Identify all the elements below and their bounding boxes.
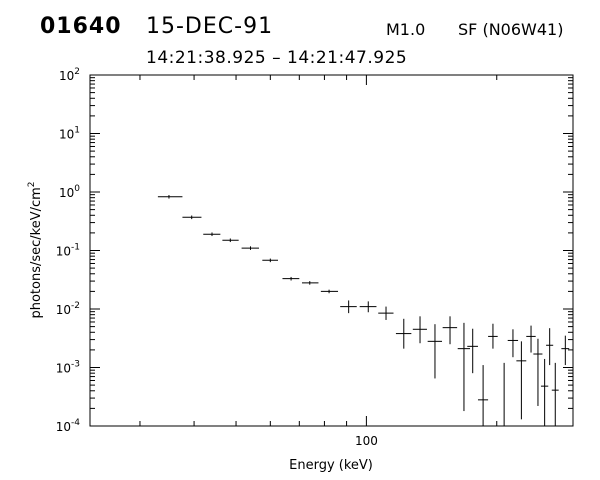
- data-point: [442, 316, 458, 345]
- data-points: [157, 195, 570, 427]
- data-point: [477, 365, 489, 426]
- data-point: [395, 318, 412, 349]
- y-tick-label: 102: [59, 67, 80, 83]
- y-tick-label: 100: [59, 184, 80, 200]
- data-point: [282, 276, 300, 281]
- data-point: [540, 358, 549, 426]
- data-point: [427, 324, 443, 379]
- data-point: [203, 232, 221, 237]
- y-tick-label: 10-1: [56, 243, 80, 259]
- y-tick-label: 101: [59, 126, 80, 142]
- data-point: [340, 300, 357, 314]
- data-point: [488, 323, 498, 349]
- flare-location: SF (N06W41): [458, 20, 564, 39]
- data-point: [551, 362, 559, 426]
- data-point: [301, 281, 319, 285]
- data-point: [378, 306, 394, 320]
- data-point: [561, 335, 570, 366]
- y-tick-label: 10-2: [56, 301, 80, 317]
- data-point: [157, 195, 183, 199]
- data-point: [412, 316, 427, 344]
- data-point: [498, 362, 510, 427]
- axis-ticks: [90, 74, 574, 427]
- data-point: [467, 328, 478, 374]
- time-range: 14:21:38.925 – 14:21:47.925: [146, 48, 408, 68]
- axis-tick-labels: 10-4 10-3 10-2 10-1 100 101 102 100: [56, 67, 378, 448]
- data-point: [507, 329, 519, 358]
- data-point: [526, 325, 536, 353]
- data-point: [262, 258, 279, 263]
- data-point: [182, 215, 202, 220]
- x-tick-label: 100: [355, 434, 378, 448]
- event-date: 15-DEC-91: [146, 14, 274, 39]
- data-point: [241, 246, 260, 250]
- flare-class: M1.0: [386, 20, 426, 39]
- data-point: [320, 289, 339, 294]
- data-point: [222, 238, 239, 243]
- data-point: [546, 328, 554, 366]
- y-tick-label: 10-3: [56, 360, 80, 376]
- data-point: [457, 322, 471, 412]
- x-axis-label: Energy (keV): [289, 458, 373, 473]
- y-axis-label: photons/sec/keV/cm2: [27, 181, 44, 318]
- data-point: [516, 341, 527, 420]
- y-tick-label: 10-4: [56, 418, 81, 434]
- plot-frame: [89, 74, 574, 427]
- data-point: [359, 301, 377, 313]
- data-point: [533, 338, 543, 406]
- event-id: 01640: [40, 14, 122, 39]
